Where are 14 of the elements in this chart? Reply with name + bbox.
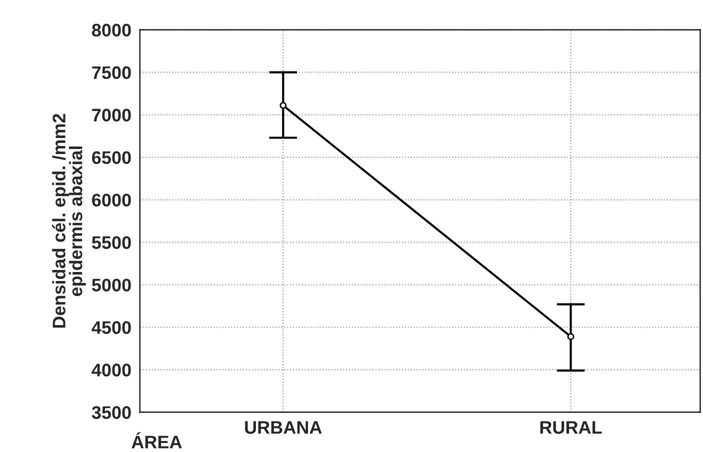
x-axis-title: ÁREA [132,432,182,448]
y-tick-label: 6500 [92,151,131,164]
x-tick-label: URBANA [245,421,322,434]
y-tick-label: 6000 [92,194,131,207]
y-tick-label: 8000 [92,24,131,37]
y-tick-label: 5500 [92,236,131,249]
y-tick-label: 3500 [92,406,131,419]
y-tick-label: 4000 [92,364,131,376]
x-tick-label: RURAL [540,421,602,434]
y-tick-label: 4500 [92,321,131,334]
y-tick-label: 7500 [92,66,131,80]
y-axis-title: Densidad cél. epid. /mm2 epidermis abaxial [52,114,86,328]
y-tick-label: 7000 [92,108,131,122]
y-tick-label: 5000 [92,278,131,292]
